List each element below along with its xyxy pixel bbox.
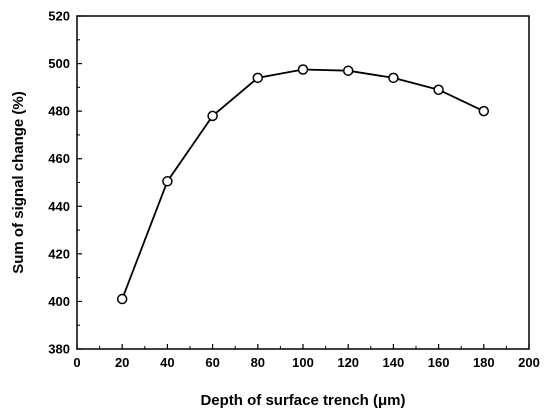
x-tick-label: 100: [292, 355, 314, 370]
data-point: [342, 65, 354, 76]
x-tick-label: 200: [518, 355, 540, 370]
x-tick-label: 160: [428, 355, 450, 370]
x-tick-label: 80: [251, 355, 265, 370]
x-tick-label: 180: [473, 355, 495, 370]
y-tick-label: 440: [48, 199, 70, 214]
y-tick-label: 400: [48, 294, 70, 309]
x-axis-title: Depth of surface trench (μm): [200, 392, 405, 409]
x-tick-label: 40: [160, 355, 174, 370]
x-tick-label: 60: [205, 355, 219, 370]
x-tick-label: 0: [73, 355, 80, 370]
data-point: [162, 176, 173, 187]
y-axis-title: Sum of signal change (%): [10, 91, 27, 274]
x-tick-label: 120: [337, 355, 359, 370]
data-point: [207, 110, 218, 122]
y-tick-label: 480: [48, 104, 70, 119]
y-tick-label: 520: [48, 9, 70, 24]
x-tick-label: 140: [383, 355, 405, 370]
y-axis: 380 400 420 440 460 480 500 520: [48, 9, 82, 357]
data-point: [116, 293, 128, 305]
x-axis: 0 20 40 60 80 100 120 140 160 180 200: [73, 344, 540, 370]
x-tick-label: 20: [115, 355, 129, 370]
data-point: [252, 72, 264, 84]
y-tick-label: 460: [48, 151, 70, 166]
y-tick-label: 420: [48, 246, 70, 261]
y-tick-label: 380: [48, 342, 70, 357]
data-point: [433, 84, 444, 95]
series-layer: [116, 64, 490, 305]
data-point: [297, 64, 309, 75]
data-point: [478, 105, 490, 117]
series-line: [121, 68, 485, 300]
data-point: [388, 72, 399, 84]
y-tick-label: 500: [48, 56, 70, 71]
